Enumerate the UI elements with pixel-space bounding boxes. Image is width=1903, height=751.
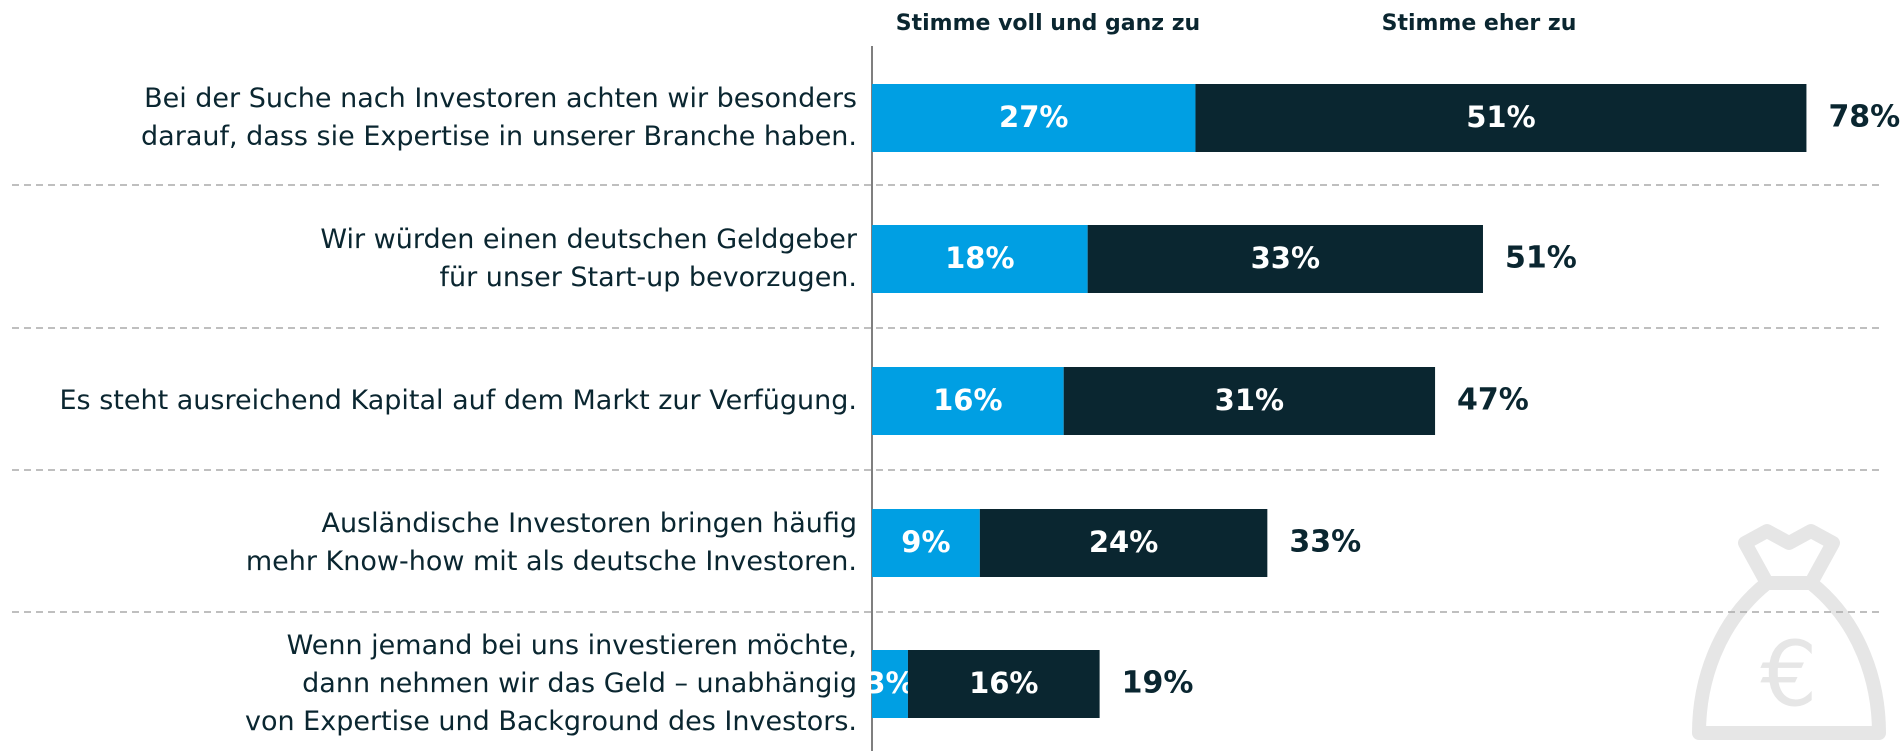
category-label: Ausländische Investoren bringen häufig me… bbox=[246, 508, 857, 577]
bar-segment bbox=[872, 367, 1064, 435]
bar-segment bbox=[1087, 225, 1483, 293]
category-label: Wenn jemand bei uns investieren möchte, d… bbox=[245, 630, 857, 737]
bar-value-label: 31% bbox=[1215, 383, 1284, 417]
bar-value-label: 16% bbox=[969, 666, 1038, 700]
bar-segment bbox=[872, 84, 1196, 152]
bar-segment bbox=[979, 509, 1268, 577]
bar-segment bbox=[872, 650, 908, 718]
bar-value-label: 18% bbox=[945, 241, 1014, 275]
bar-value-label: 3% bbox=[865, 666, 914, 700]
money-bag-icon: € bbox=[1692, 524, 1886, 740]
bar-value-label: 51% bbox=[1466, 100, 1535, 134]
bar-value-label: 27% bbox=[999, 100, 1068, 134]
euro-sign: € bbox=[1760, 622, 1817, 727]
total-label: 33% bbox=[1289, 525, 1361, 560]
category-label: Wir würden einen deutschen Geldgeber für … bbox=[320, 224, 858, 293]
bar-value-label: 24% bbox=[1089, 525, 1158, 559]
bar-segment bbox=[907, 650, 1100, 718]
total-label: 47% bbox=[1457, 383, 1529, 418]
category-label: Bei der Suche nach Investoren achten wir… bbox=[141, 83, 857, 152]
bar-value-label: 16% bbox=[933, 383, 1002, 417]
bar-value-label: 33% bbox=[1251, 241, 1320, 275]
bar-segment bbox=[1195, 84, 1807, 152]
category-label: Es steht ausreichend Kapital auf dem Mar… bbox=[59, 385, 857, 416]
legend-label: Stimme eher zu bbox=[1382, 11, 1577, 36]
bar-segment bbox=[872, 509, 980, 577]
total-label: 51% bbox=[1505, 241, 1577, 276]
total-label: 19% bbox=[1122, 666, 1194, 701]
bar-segment bbox=[1063, 367, 1436, 435]
bar-segment bbox=[872, 225, 1088, 293]
bar-value-label: 9% bbox=[901, 525, 950, 559]
total-label: 78% bbox=[1828, 100, 1900, 135]
legend-label: Stimme voll und ganz zu bbox=[896, 11, 1200, 36]
